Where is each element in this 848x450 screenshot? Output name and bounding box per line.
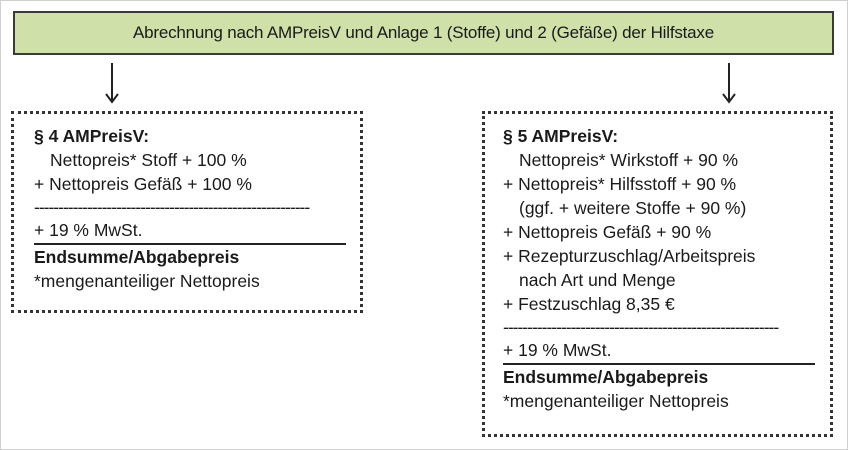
line-item: + Nettopreis Gefäß + 100 % bbox=[34, 174, 252, 194]
box-title: § 4 AMPreisV: bbox=[34, 126, 150, 146]
vat-line: + 19 % MwSt. bbox=[503, 340, 612, 360]
total-label: Endsumme/Abgabepreis bbox=[34, 247, 240, 267]
box-title: § 5 AMPreisV: bbox=[503, 126, 619, 146]
footnote: *mengenanteiliger Nettopreis bbox=[503, 391, 729, 411]
solid-rule bbox=[34, 243, 346, 245]
line-item: Nettopreis* Wirkstoff + 90 % bbox=[519, 150, 738, 170]
arrow-down-left bbox=[105, 63, 119, 104]
line-item: + Festzuschlag 8,35 € bbox=[503, 294, 675, 314]
header-title: Abrechnung nach AMPreisV und Anlage 1 (S… bbox=[133, 23, 714, 42]
dashed-separator: ----------------------------------------… bbox=[34, 197, 310, 217]
line-item: (ggf. + weitere Stoffe + 90 %) bbox=[519, 198, 747, 218]
line-item: Nettopreis* Stoff + 100 % bbox=[50, 150, 247, 170]
solid-rule bbox=[503, 363, 815, 365]
line-item: + Rezepturzuschlag/Arbeitspreis bbox=[503, 246, 756, 266]
box-par5: § 5 AMPreisV: Nettopreis* Wirkstoff + 90… bbox=[482, 111, 833, 437]
vat-line: + 19 % MwSt. bbox=[34, 220, 143, 240]
line-item: + Nettopreis Gefäß + 90 % bbox=[503, 222, 712, 242]
line-item: + Nettopreis* Hilfsstoff + 90 % bbox=[503, 174, 737, 194]
footnote: *mengenanteiliger Nettopreis bbox=[34, 271, 260, 291]
dashed-separator: ----------------------------------------… bbox=[503, 317, 779, 337]
arrow-down-right bbox=[722, 63, 736, 104]
total-label: Endsumme/Abgabepreis bbox=[503, 367, 709, 387]
header-banner: Abrechnung nach AMPreisV und Anlage 1 (S… bbox=[13, 11, 834, 55]
box-par4: § 4 AMPreisV: Nettopreis* Stoff + 100 % … bbox=[11, 111, 363, 313]
line-item: nach Art und Menge bbox=[519, 270, 676, 290]
